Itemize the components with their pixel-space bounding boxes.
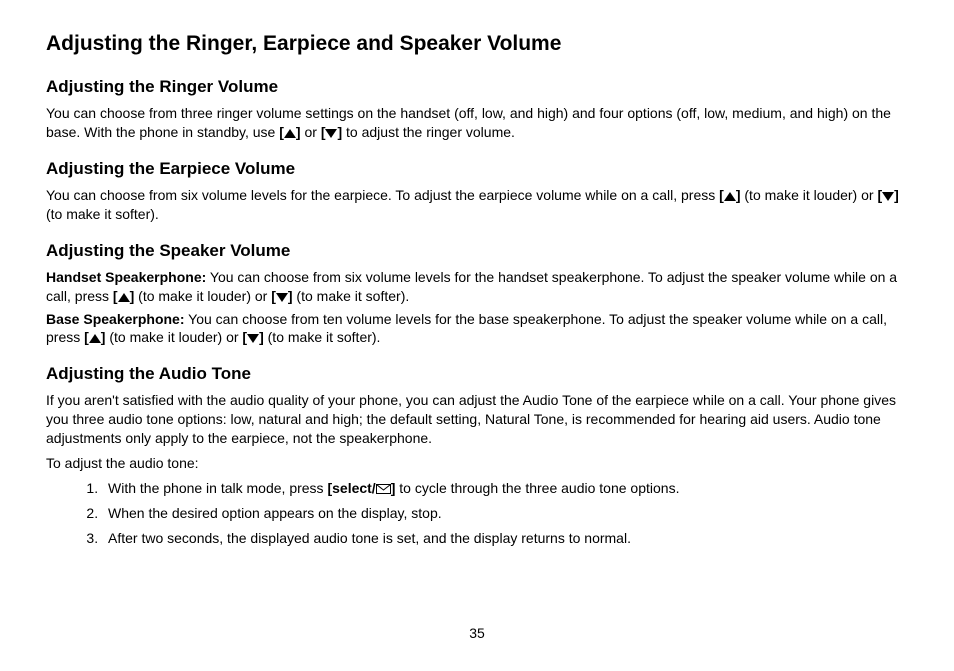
section-heading-audio-tone: Adjusting the Audio Tone bbox=[46, 363, 908, 386]
down-triangle-icon bbox=[247, 334, 259, 343]
label: Handset Speakerphone: bbox=[46, 269, 206, 285]
text: You can choose from six volume levels fo… bbox=[46, 187, 719, 203]
bracket: ] bbox=[894, 187, 899, 203]
text: (to make it softer). bbox=[264, 329, 381, 345]
select-key-label: [select/] bbox=[327, 480, 395, 496]
section-heading-earpiece: Adjusting the Earpiece Volume bbox=[46, 158, 908, 181]
base-speakerphone-paragraph: Base Speakerphone: You can choose from t… bbox=[46, 310, 908, 348]
down-triangle-icon bbox=[276, 293, 288, 302]
text: With the phone in talk mode, press bbox=[108, 480, 327, 496]
section-heading-speaker: Adjusting the Speaker Volume bbox=[46, 240, 908, 263]
text: (to make it softer). bbox=[293, 288, 410, 304]
page-number: 35 bbox=[0, 624, 954, 643]
text: (to make it louder) or bbox=[741, 187, 878, 203]
up-triangle-icon bbox=[724, 192, 736, 201]
up-triangle-icon bbox=[89, 334, 101, 343]
down-triangle-icon bbox=[325, 129, 337, 138]
envelope-icon bbox=[376, 484, 391, 494]
audio-tone-steps: With the phone in talk mode, press [sele… bbox=[46, 479, 908, 548]
page-title: Adjusting the Ringer, Earpiece and Speak… bbox=[46, 30, 908, 58]
text: to cycle through the three audio tone op… bbox=[395, 480, 679, 496]
audio-tone-intro: To adjust the audio tone: bbox=[46, 454, 908, 473]
text: or bbox=[301, 124, 321, 140]
list-item: When the desired option appears on the d… bbox=[102, 504, 908, 523]
down-triangle-icon bbox=[882, 192, 894, 201]
label: Base Speakerphone: bbox=[46, 311, 185, 327]
up-triangle-icon bbox=[284, 129, 296, 138]
handset-speakerphone-paragraph: Handset Speakerphone: You can choose fro… bbox=[46, 268, 908, 306]
earpiece-paragraph: You can choose from six volume levels fo… bbox=[46, 186, 908, 224]
text: to adjust the ringer volume. bbox=[342, 124, 515, 140]
audio-tone-paragraph: If you aren't satisfied with the audio q… bbox=[46, 391, 908, 448]
text: (to make it louder) or bbox=[105, 329, 242, 345]
ringer-paragraph: You can choose from three ringer volume … bbox=[46, 104, 908, 142]
text: [select/ bbox=[327, 480, 375, 496]
up-triangle-icon bbox=[118, 293, 130, 302]
text: (to make it softer). bbox=[46, 206, 159, 222]
list-item: With the phone in talk mode, press [sele… bbox=[102, 479, 908, 498]
section-heading-ringer: Adjusting the Ringer Volume bbox=[46, 76, 908, 99]
text: (to make it louder) or bbox=[134, 288, 271, 304]
list-item: After two seconds, the displayed audio t… bbox=[102, 529, 908, 548]
